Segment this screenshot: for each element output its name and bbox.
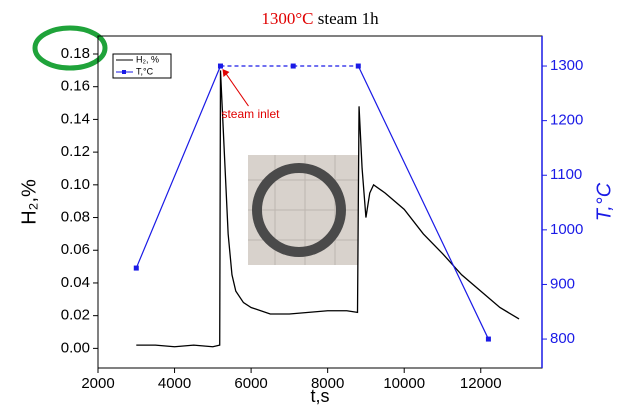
y2-tick-label: 900 [550,275,575,292]
x-tick-label: 4000 [158,375,191,392]
line-segment [357,65,489,340]
y2-tick-label: 1100 [550,166,582,183]
y-axis-label: H₂,% [18,179,40,225]
point [355,63,361,69]
legend-box [112,53,172,79]
x-tick-label: 12000 [460,375,502,392]
point [217,63,223,69]
photo [248,155,358,265]
annotation-arrow [223,69,249,107]
y-tick-label: 0.12 [61,143,90,160]
line [136,70,520,348]
y-tick-label: 0.14 [61,110,90,127]
annotation: steam inlet [221,107,280,121]
y-tick-label: 0.04 [61,274,90,291]
x-axis-label: t,s [310,386,329,406]
point [133,265,139,271]
y-tick-label: 0.08 [61,209,90,226]
y2-axis-label: T,°C [593,182,615,221]
legend-marker [122,70,126,74]
y-tick-label: 0.18 [61,45,90,62]
y-tick-label: 0.16 [61,78,90,95]
y2-tick-label: 800 [550,330,575,347]
x-tick-label: 10000 [383,375,425,392]
arrow-head [222,69,230,78]
x-tick-label: 2000 [81,375,114,392]
point [290,63,296,69]
y-tick-label: 0.06 [61,241,90,258]
title-part: 1300°C [261,9,313,28]
y2-tick-label: 1300 [550,57,583,74]
highlight-ellipse [32,25,108,71]
y-tick-label: 0.10 [61,176,90,193]
x-tick-label: 8000 [311,375,344,392]
line-segment [135,65,222,269]
x-tick-label: 6000 [234,375,267,392]
point [485,336,491,342]
y-tick-label: 0.02 [61,307,90,324]
legend-label: H₂, % [136,54,159,64]
y2-tick-label: 1000 [550,221,583,238]
y-tick-label: 0.00 [61,339,90,356]
title-part: steam 1h [313,9,379,28]
legend-label: T,°C [136,66,154,76]
y2-tick-label: 1200 [550,112,583,129]
chart-title: 1300°C steam 1h [261,9,379,28]
